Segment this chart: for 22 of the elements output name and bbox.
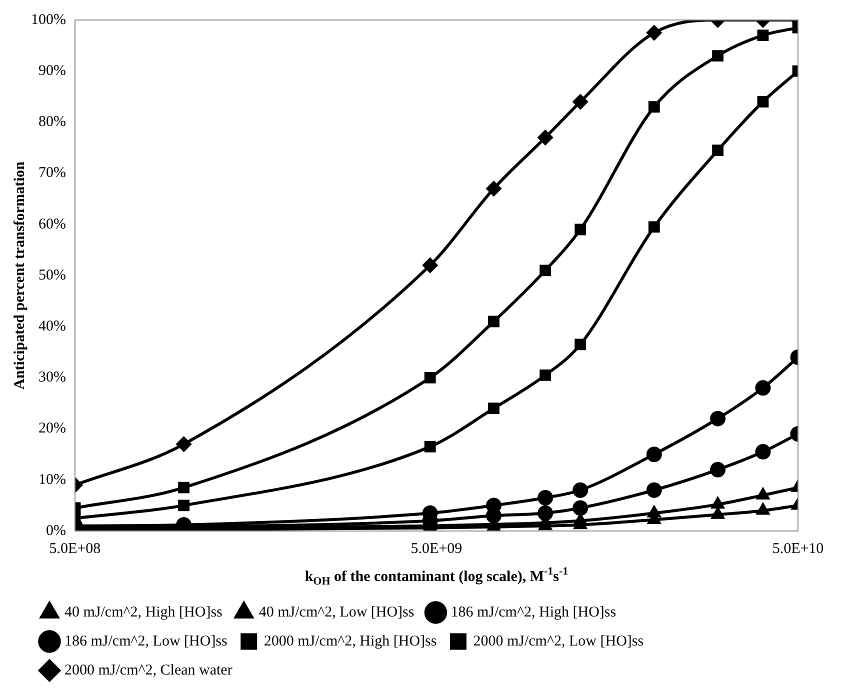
- y-tick-label: 60%: [38, 216, 66, 232]
- y-tick-label: 20%: [38, 420, 66, 437]
- y-tick-label: 30%: [38, 370, 66, 386]
- legend-label: 2000 mJ/cm^2, Clean water: [64, 662, 232, 678]
- x-tick-label: 5.0E+10: [772, 540, 824, 557]
- legend-label: 2000 mJ/cm^2, High [HO]ss: [264, 633, 437, 650]
- y-tick-label: 80%: [38, 114, 66, 130]
- y-tick-label: 50%: [38, 267, 66, 284]
- legend-label: 186 mJ/cm^2, High [HO]ss: [450, 604, 616, 620]
- y-tick-label: 100%: [30, 12, 66, 28]
- legend-label: 2000 mJ/cm^2, Low [HO]ss: [473, 633, 644, 650]
- y-tick-label: 90%: [38, 63, 66, 80]
- y-tick-label: 70%: [38, 165, 66, 182]
- y-tick-label: 40%: [38, 318, 66, 335]
- legend-label: 40 mJ/cm^2, Low [HO]ss: [258, 604, 414, 620]
- legend-label: 40 mJ/cm^2, High [HO]ss: [64, 604, 223, 620]
- x-tick-label: 5.0E+08: [49, 540, 101, 557]
- y-tick-label: 0%: [46, 522, 66, 539]
- legend-label: 186 mJ/cm^2, Low [HO]ss: [64, 633, 228, 650]
- y-axis-title: Anticipated percent transformation: [12, 160, 28, 390]
- y-tick-label: 10%: [38, 472, 66, 488]
- x-tick-label: 5.0E+09: [410, 540, 462, 557]
